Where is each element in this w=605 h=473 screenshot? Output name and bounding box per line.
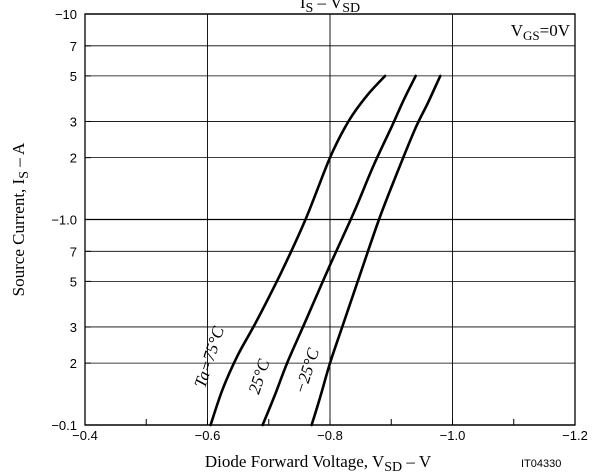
curve: [209, 74, 387, 427]
curve: [310, 74, 442, 427]
x-axis-label: Diode Forward Voltage, VSD – V: [205, 452, 432, 473]
curves: [209, 74, 442, 427]
curve-label: 25°C: [245, 356, 274, 396]
x-ticks: −0.4 −0.6 −0.8 −1.0 −1.2: [72, 419, 588, 443]
condition-text: VGS=0V: [511, 21, 571, 43]
x-axis-label-text: Diode Forward Voltage, VSD – V: [205, 452, 432, 473]
y-ticks: −0.1 2 3 5 7 −1.0 2 3 5 7 −10: [51, 7, 91, 433]
y-axis-label: Source Current, IS – A: [9, 142, 32, 296]
curve: [261, 74, 417, 427]
x-tick-label: −1.2: [562, 428, 588, 443]
y-tick-label: 3: [70, 114, 77, 129]
x-tick-label: −0.8: [317, 428, 343, 443]
y-tick-label: 7: [70, 244, 77, 259]
curve-label: Ta=75°C: [191, 324, 229, 390]
y-tick-label: −1.0: [51, 213, 77, 228]
y-tick-label: 3: [70, 320, 77, 335]
y-axis-label-text: Source Current, IS – A: [9, 142, 32, 296]
condition-label: VGS=0V: [511, 21, 571, 43]
x-tick-label: −1.0: [440, 428, 466, 443]
chart-title: IS – VSD: [300, 0, 360, 16]
y-tick-label: −0.1: [51, 418, 77, 433]
y-tick-label: 5: [70, 274, 77, 289]
y-tick-label: 7: [70, 39, 77, 54]
figure-code: IT04330: [521, 458, 561, 470]
curve-labels: Ta=75°C 25°C −25°C: [191, 324, 324, 397]
y-tick-label: −10: [55, 7, 77, 22]
x-tick-label: −0.4: [72, 428, 98, 443]
y-tick-label: 2: [70, 151, 77, 166]
y-tick-label: 5: [70, 69, 77, 84]
y-tick-label: 2: [70, 356, 77, 371]
x-tick-label: −0.6: [195, 428, 221, 443]
curve-label: −25°C: [291, 345, 324, 396]
